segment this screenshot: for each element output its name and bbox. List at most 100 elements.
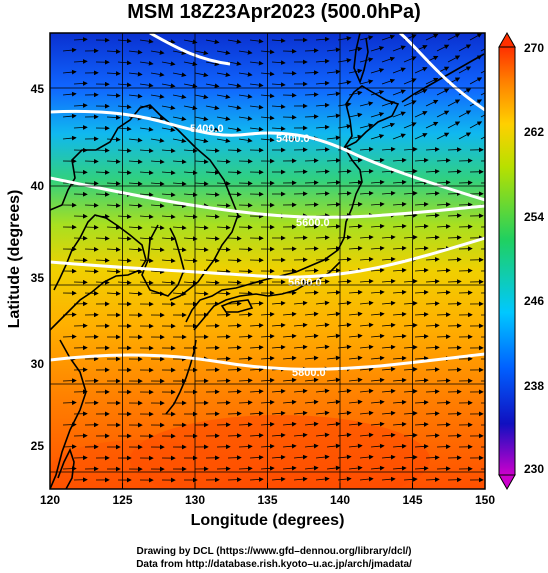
wind-vector [139,126,154,132]
colorbar-tick-label: 246 [524,294,544,308]
wind-vector [425,279,440,284]
wind-vector [381,476,396,482]
wind-vector [414,444,429,449]
wind-vector [282,421,297,427]
wind-vector [326,355,341,361]
wind-vector [315,169,330,174]
wind-vector [304,48,319,54]
wind-vector [249,345,264,350]
wind-vector [161,105,176,110]
wind-vector [227,83,242,88]
wind-vector [381,278,396,284]
wind-vector [282,355,297,361]
wind-vector [282,333,297,339]
wind-vector [304,70,319,76]
wind-vector [73,81,88,86]
wind-vector [392,111,406,118]
wind-vector [414,223,429,229]
wind-vector [205,105,220,111]
wind-vector [326,421,341,427]
wind-vector [227,345,242,351]
wind-vector [194,116,209,122]
wind-vector [293,300,308,306]
wind-vector [62,47,77,53]
wind-vector [381,410,396,416]
wind-vector [315,300,330,306]
wind-vector [436,444,451,450]
wind-vector [392,443,407,449]
wind-vector [216,50,231,56]
wind-vector [425,33,439,41]
wind-vector [293,388,308,394]
wind-vector [381,34,396,41]
wind-vector [425,455,440,460]
wind-vector [403,410,418,416]
wind-vector [106,181,121,186]
wind-vector [238,334,253,339]
wind-vector [348,311,363,317]
wind-vector [249,477,264,482]
wind-vector [326,113,341,119]
x-tick-label: 150 [475,493,495,507]
wind-vector [161,61,176,66]
wind-vector [271,410,286,416]
wind-vector [480,136,485,140]
wind-vector [458,132,472,140]
wind-vector [414,356,429,361]
wind-vector [370,443,385,449]
wind-vector [436,202,451,207]
wind-vector [227,105,242,110]
wind-vector [227,258,242,263]
wind-vector [403,322,418,328]
wind-vector [304,92,319,98]
wind-vector [315,235,330,240]
wind-vector [403,146,418,152]
wind-vector [271,344,286,350]
wind-vector [392,245,407,251]
wind-vector [249,104,264,110]
wind-vector [161,127,176,132]
wind-vector [403,56,417,63]
wind-vector [359,79,374,85]
wind-vector [425,301,440,306]
wind-vector [282,311,297,317]
wind-vector [150,247,165,253]
wind-vector [249,389,264,394]
wind-vector [117,104,132,110]
wind-vector [227,127,242,132]
wind-vector [106,71,121,76]
wind-vector [370,46,385,52]
x-axis-label: Longitude (degrees) [190,512,345,529]
wind-vector [370,90,385,96]
wind-vector [381,168,396,174]
wind-vector [370,134,385,140]
wind-vector [73,125,88,130]
wind-vector [403,122,417,129]
wind-vector [205,148,220,153]
wind-vector [403,344,418,350]
wind-vector [271,454,286,460]
wind-vector [95,236,110,241]
wind-vector [326,465,341,471]
wind-vector [194,247,209,253]
wind-vector [326,268,341,273]
wind-vector [227,39,242,44]
colorbar-tick-label: 230 [524,462,544,476]
wind-vector [216,138,231,144]
wind-vector [403,476,418,482]
wind-vector [238,115,253,121]
wind-vector [315,322,330,328]
wind-vector [348,421,363,427]
wind-vector [370,245,385,251]
wind-vector [249,433,264,438]
wind-vector [469,33,483,41]
wind-vector [414,201,429,207]
wind-vector [370,311,385,317]
wind-vector [106,49,121,54]
wind-vector [161,214,176,220]
wind-vector [370,201,385,207]
wind-vector [216,94,231,100]
wind-vector [139,38,154,44]
wind-vector [106,269,121,274]
contour-5800 [50,352,485,371]
